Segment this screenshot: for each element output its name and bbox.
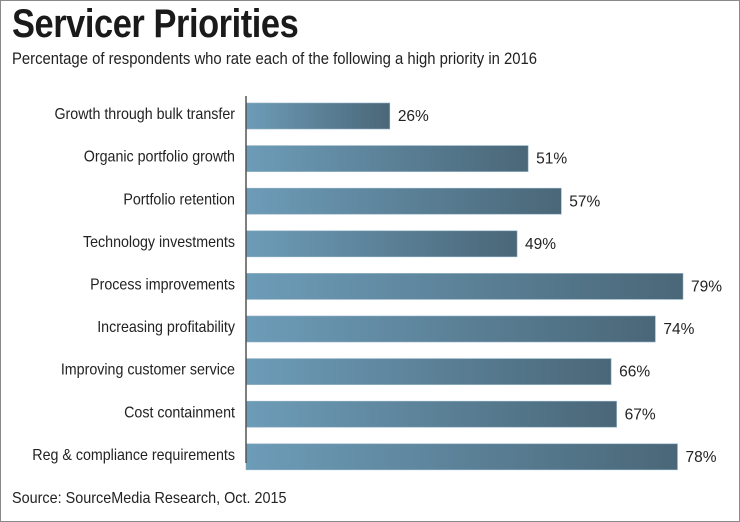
category-label: Cost containment [124,405,236,422]
bar-4 [245,273,684,300]
value-label: 57% [569,193,600,210]
value-label: 51% [536,151,567,168]
chart-subtitle: Percentage of respondents who rate each … [12,50,538,68]
category-label: Technology investments [83,234,235,251]
category-label: Increasing profitability [97,320,235,337]
bar-5 [245,315,656,343]
category-label: Growth through bulk transfer [54,107,235,124]
bar-2 [245,187,562,215]
value-label: 66% [619,364,650,381]
value-label: 49% [525,236,556,253]
category-label: Reg & compliance requirements [32,447,235,464]
category-label: Portfolio retention [123,192,235,209]
bar-1 [245,145,529,172]
value-label: 74% [663,321,694,338]
bar-0 [245,102,391,130]
value-label: 79% [691,278,722,295]
value-label: 78% [685,449,716,466]
value-label: 67% [625,406,656,423]
category-label: Organic portfolio growth [84,149,235,166]
bar-7 [245,400,617,428]
chart-title: Servicer Priorities [12,2,299,46]
bar-3 [245,230,518,258]
category-label: Process improvements [90,277,235,294]
value-label: 26% [398,108,429,125]
chart-source: Source: SourceMedia Research, Oct. 2015 [12,490,287,507]
bar-6 [245,358,612,385]
category-label: Improving customer service [61,362,235,379]
bar-8 [245,443,678,471]
